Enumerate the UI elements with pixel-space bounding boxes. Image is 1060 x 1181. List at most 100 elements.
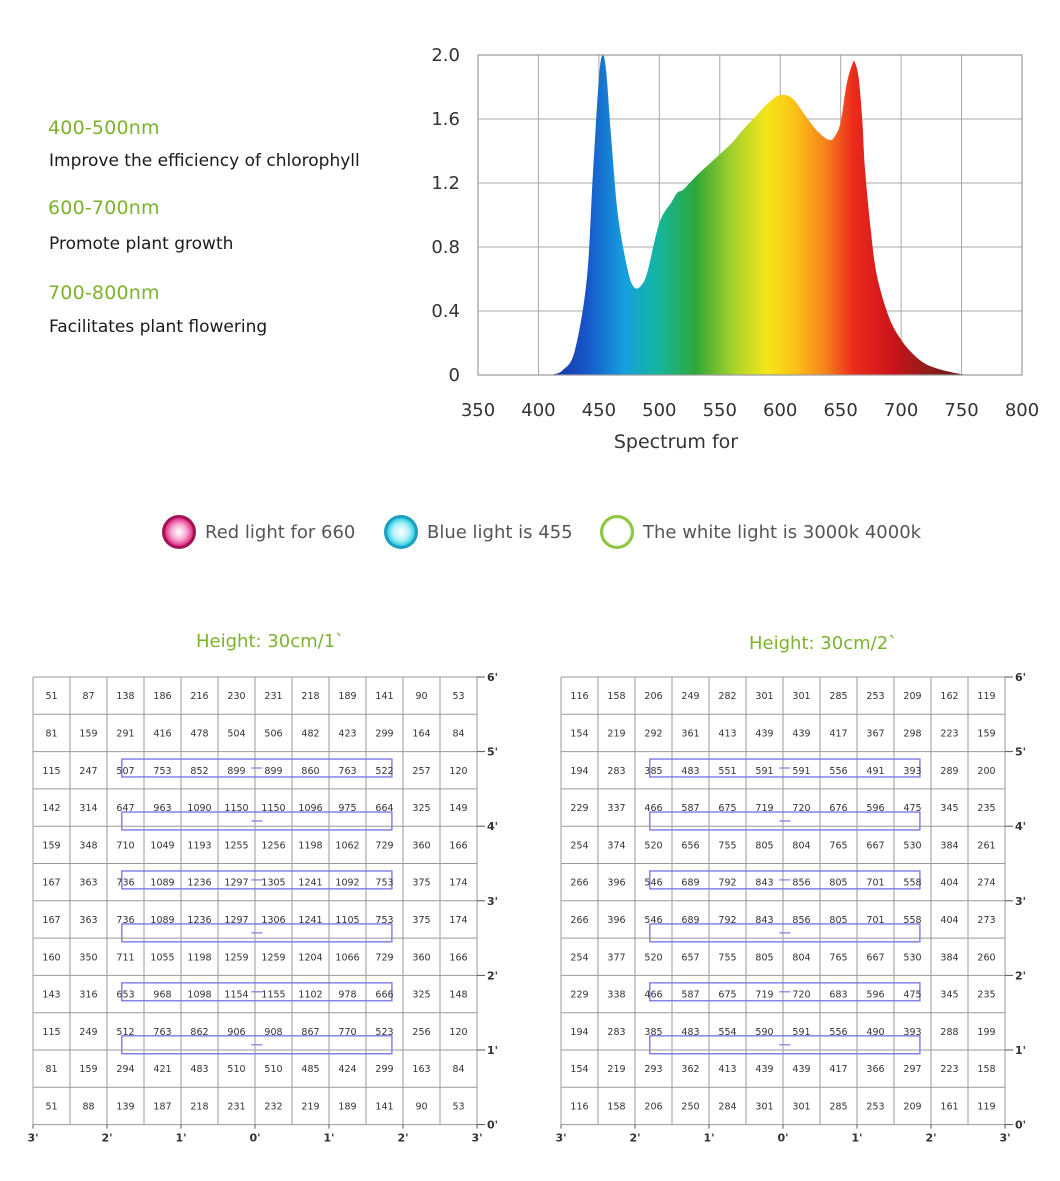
map2-ppfd-value: 683 bbox=[829, 990, 847, 1001]
spectrum-plot-frame bbox=[477, 54, 1023, 376]
map1-x-tick-label: 2' bbox=[397, 1132, 408, 1145]
blue-light-icon bbox=[384, 515, 418, 549]
map2-ppfd-value: 260 bbox=[977, 952, 995, 963]
map2-ppfd-value: 292 bbox=[644, 728, 662, 739]
map2-ppfd-value: 283 bbox=[607, 766, 625, 777]
map2-ppfd-value: 199 bbox=[977, 1027, 995, 1038]
map1-x-tick-label: 3' bbox=[471, 1132, 482, 1145]
map1-light-bar-outline bbox=[121, 811, 393, 831]
map1-ppfd-value: 53 bbox=[452, 1101, 464, 1112]
map2-ppfd-value: 301 bbox=[792, 691, 810, 702]
map1-ppfd-value: 1259 bbox=[261, 952, 285, 963]
band-title-700-800: 700-800nm bbox=[48, 282, 160, 304]
map2-ppfd-value: 805 bbox=[829, 878, 847, 889]
map2-ppfd-value: 596 bbox=[866, 990, 884, 1001]
map1-ppfd-value: 416 bbox=[153, 728, 171, 739]
map1-ppfd-value: 770 bbox=[338, 1027, 356, 1038]
map2-ppfd-value: 483 bbox=[681, 766, 699, 777]
map1-ppfd-value: 424 bbox=[338, 1064, 356, 1075]
map2-y-tick-label: 0' bbox=[1015, 1119, 1026, 1132]
map2-light-bar-outline bbox=[649, 923, 921, 943]
map2-ppfd-value: 194 bbox=[570, 766, 588, 777]
map1-ppfd-value: 90 bbox=[415, 691, 427, 702]
map2-ppfd-value: 490 bbox=[866, 1027, 884, 1038]
map1-ppfd-value: 141 bbox=[375, 1101, 393, 1112]
map2-ppfd-value: 219 bbox=[607, 728, 625, 739]
map2-ppfd-value: 154 bbox=[570, 728, 588, 739]
map1-ppfd-value: 115 bbox=[42, 766, 60, 777]
map1-ppfd-value: 81 bbox=[45, 728, 57, 739]
map1-ppfd-value: 1198 bbox=[187, 952, 211, 963]
map2-ppfd-value: 293 bbox=[644, 1064, 662, 1075]
map1-ppfd-value: 51 bbox=[45, 1101, 57, 1112]
map2-ppfd-value: 393 bbox=[903, 1027, 921, 1038]
map1-light-bar-outline bbox=[121, 923, 393, 943]
map2-ppfd-value: 856 bbox=[792, 915, 810, 926]
map2-ppfd-value: 701 bbox=[866, 878, 884, 889]
map1-ppfd-value: 1090 bbox=[187, 803, 211, 814]
map2-ppfd-value: 273 bbox=[977, 915, 995, 926]
map2-ppfd-value: 253 bbox=[866, 691, 884, 702]
map2-ppfd-value: 587 bbox=[681, 990, 699, 1001]
map2-ppfd-value: 116 bbox=[570, 1101, 588, 1112]
map2-ppfd-value: 361 bbox=[681, 728, 699, 739]
map2-ppfd-value: 417 bbox=[829, 728, 847, 739]
map1-ppfd-value: 291 bbox=[116, 728, 134, 739]
map2-y-tick-label: 5' bbox=[1015, 746, 1026, 759]
ppfd-map-1-title: Height: 30cm/1` bbox=[196, 631, 345, 652]
map1-ppfd-value: 90 bbox=[415, 1101, 427, 1112]
map1-ppfd-value: 363 bbox=[79, 878, 97, 889]
map1-ppfd-value: 219 bbox=[301, 1101, 319, 1112]
map2-ppfd-value: 413 bbox=[718, 1064, 736, 1075]
map2-ppfd-value: 206 bbox=[644, 1101, 662, 1112]
map1-ppfd-value: 1055 bbox=[150, 952, 174, 963]
map2-ppfd-value: 439 bbox=[755, 728, 773, 739]
legend-white-label: The white light is 3000k 4000k bbox=[643, 521, 922, 543]
red-light-icon bbox=[162, 515, 196, 549]
map2-x-tick-label: 2' bbox=[629, 1132, 640, 1145]
spectrum-x-tick-label: 400 bbox=[521, 400, 555, 421]
map1-ppfd-value: 975 bbox=[338, 803, 356, 814]
map1-ppfd-value: 862 bbox=[190, 1027, 208, 1038]
map2-ppfd-value: 676 bbox=[829, 803, 847, 814]
map1-ppfd-value: 325 bbox=[412, 803, 430, 814]
map2-ppfd-value: 404 bbox=[940, 915, 958, 926]
map2-ppfd-value: 491 bbox=[866, 766, 884, 777]
map2-ppfd-value: 274 bbox=[977, 878, 995, 889]
map1-ppfd-value: 350 bbox=[79, 952, 97, 963]
map1-light-bar-outline bbox=[121, 758, 393, 778]
ppfd-map-2: 116 158 206 249 282 301 301 285 253 209 162 119 154 2… bbox=[556, 671, 1026, 1145]
spectrum-x-axis-label: Spectrum for bbox=[614, 431, 738, 453]
map1-ppfd-value: 1150 bbox=[224, 803, 248, 814]
map1-ppfd-value: 187 bbox=[153, 1101, 171, 1112]
legend-red-label: Red light for 660 bbox=[205, 521, 356, 543]
map1-ppfd-value: 88 bbox=[82, 1101, 94, 1112]
map2-ppfd-value: 466 bbox=[644, 803, 662, 814]
map2-ppfd-value: 657 bbox=[681, 952, 699, 963]
map2-ppfd-value: 396 bbox=[607, 915, 625, 926]
map2-ppfd-value: 587 bbox=[681, 803, 699, 814]
map1-ppfd-value: 1204 bbox=[298, 952, 322, 963]
map1-ppfd-value: 51 bbox=[45, 691, 57, 702]
spectrum-y-tick-label: 0.8 bbox=[431, 237, 460, 258]
map2-ppfd-value: 219 bbox=[607, 1064, 625, 1075]
map2-ppfd-value: 223 bbox=[940, 728, 958, 739]
map2-ppfd-value: 301 bbox=[755, 691, 773, 702]
map2-ppfd-value: 249 bbox=[681, 691, 699, 702]
map1-ppfd-value: 1305 bbox=[261, 878, 285, 889]
map2-x-tick-label: 1' bbox=[703, 1132, 714, 1145]
map1-ppfd-value: 867 bbox=[301, 1027, 319, 1038]
map1-ppfd-value: 506 bbox=[264, 728, 282, 739]
map2-ppfd-value: 385 bbox=[644, 1027, 662, 1038]
map2-ppfd-value: 206 bbox=[644, 691, 662, 702]
map2-ppfd-value: 556 bbox=[829, 1027, 847, 1038]
band-title-600-700: 600-700nm bbox=[48, 197, 160, 219]
map2-ppfd-value: 266 bbox=[570, 915, 588, 926]
map2-ppfd-value: 297 bbox=[903, 1064, 921, 1075]
map1-ppfd-value: 141 bbox=[375, 691, 393, 702]
map2-ppfd-value: 475 bbox=[903, 990, 921, 1001]
map2-ppfd-value: 719 bbox=[755, 990, 773, 1001]
spectrum-x-tick-label: 550 bbox=[703, 400, 737, 421]
map2-ppfd-value: 301 bbox=[755, 1101, 773, 1112]
map1-ppfd-value: 314 bbox=[79, 803, 97, 814]
